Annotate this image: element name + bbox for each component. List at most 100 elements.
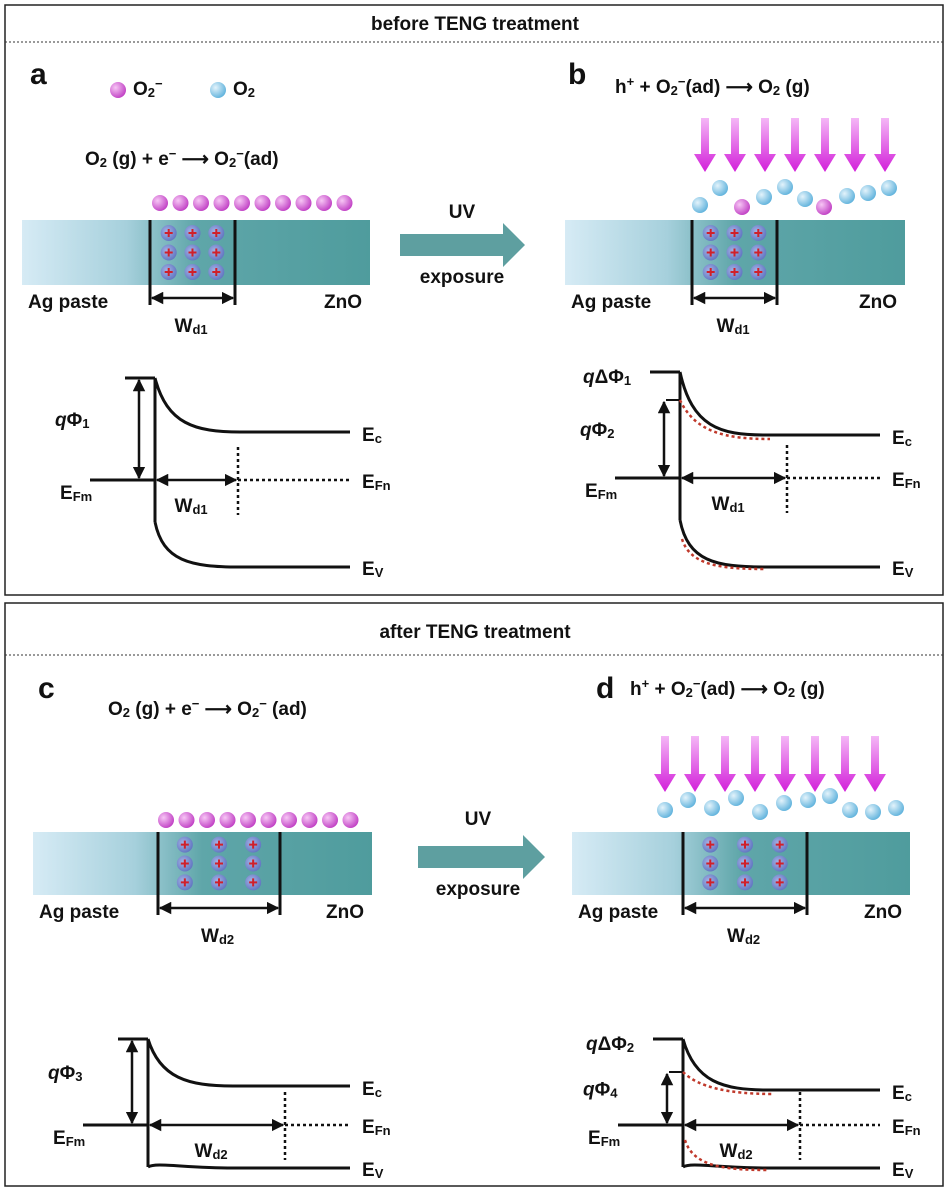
conduction-band [148, 1039, 350, 1086]
semiconductor-label: ZnO [864, 902, 902, 923]
text-part: E [362, 472, 375, 493]
text-part: W [201, 926, 219, 947]
text-part: E [892, 1160, 905, 1181]
band-label: Ec [892, 1083, 912, 1104]
molecule [839, 188, 855, 204]
band-label: EV [892, 559, 914, 580]
text-part: Fn [375, 1123, 391, 1138]
band-label: EFm [585, 481, 617, 502]
uv-arrow [694, 118, 716, 172]
molecule [337, 195, 353, 211]
text-part: d1 [734, 322, 749, 337]
text-part: h [615, 77, 627, 98]
text-part: E [362, 425, 375, 446]
molecule [776, 795, 792, 811]
band-label: EFn [362, 472, 391, 493]
text-part: 4 [610, 1086, 618, 1101]
molecule [704, 800, 720, 816]
section-header: after TENG treatment [379, 622, 571, 643]
text-part: V [905, 1166, 914, 1181]
text-part: h [630, 679, 642, 700]
molecule [881, 180, 897, 196]
text-part: Fm [66, 1134, 86, 1149]
text-part: V [905, 565, 914, 580]
band-label: Wd1 [175, 496, 208, 517]
text-part: Fn [905, 476, 921, 491]
band-label: EFm [588, 1128, 620, 1149]
text-part: 2 [627, 1040, 634, 1055]
electrode-label: Ag paste [39, 902, 119, 923]
text-part: 2 [229, 155, 236, 170]
uv-arrow [654, 736, 676, 792]
molecule [302, 812, 318, 828]
text-part: E [892, 559, 905, 580]
molecule [816, 199, 832, 215]
band-label: Wd1 [712, 494, 745, 515]
text-part: 2 [607, 426, 614, 441]
molecule [261, 812, 277, 828]
text-part: (g) [780, 77, 810, 98]
electrode-label: Ag paste [578, 902, 658, 923]
uv-arrow [864, 736, 886, 792]
molecule [865, 804, 881, 820]
band-label: EFn [892, 470, 921, 491]
molecule [110, 82, 126, 98]
text-part: d1 [729, 500, 744, 515]
band-label: EFn [362, 1117, 391, 1138]
text-part: d2 [737, 1147, 752, 1162]
molecule [220, 812, 236, 828]
text-part: d1 [192, 502, 207, 517]
text-part: 1 [624, 373, 631, 388]
panel-label: d [596, 672, 614, 705]
text-part: W [712, 494, 730, 515]
molecule [296, 195, 312, 211]
text-part: 2 [788, 685, 795, 700]
molecule [179, 812, 195, 828]
text-part: c [375, 1085, 382, 1100]
molecule [752, 804, 768, 820]
text-part: 2 [671, 83, 678, 98]
text-part: (ad) ⟶ O [685, 77, 772, 98]
band-label: EFm [60, 483, 92, 504]
molecule [193, 195, 209, 211]
text-part: ⟶ O [199, 699, 252, 720]
depletion-width: Wd2 [727, 926, 760, 947]
conduction-band [683, 1039, 880, 1090]
molecule [712, 180, 728, 196]
molecule [777, 179, 793, 195]
text-part: 2 [773, 83, 780, 98]
band-label: qΔΦ2 [586, 1034, 634, 1055]
molecule [214, 195, 230, 211]
text-part: E [362, 1160, 375, 1181]
band-label: EV [892, 1160, 914, 1181]
text-part: Fm [598, 487, 618, 502]
molecule [199, 812, 215, 828]
arrow-label: exposure [420, 267, 504, 288]
molecule [888, 800, 904, 816]
text-part: E [892, 1083, 905, 1104]
text-part: c [905, 434, 912, 449]
band-label: EFn [892, 1117, 921, 1138]
molecule [860, 185, 876, 201]
semiconductor-label: ZnO [859, 292, 897, 313]
text-part: E [892, 428, 905, 449]
text-part: 2 [252, 705, 259, 720]
text-part: E [53, 1128, 66, 1149]
depletion-width: Wd1 [175, 316, 208, 337]
depletion-width: Wd1 [717, 316, 750, 337]
process-arrow [418, 835, 545, 879]
panel-label: b [568, 58, 586, 91]
text-part: + O [634, 77, 670, 98]
band-label: Ec [362, 425, 382, 446]
text-part: 2 [100, 155, 107, 170]
uv-arrow [684, 736, 706, 792]
text-part: (g) + e [107, 149, 169, 170]
uv-arrow [874, 118, 896, 172]
text-part: Φ [592, 420, 608, 441]
text-part: W [717, 316, 735, 337]
legend-label: O2− [133, 76, 163, 101]
uv-arrow [834, 736, 856, 792]
text-part: Fm [73, 489, 93, 504]
molecule [158, 812, 174, 828]
molecule [240, 812, 256, 828]
